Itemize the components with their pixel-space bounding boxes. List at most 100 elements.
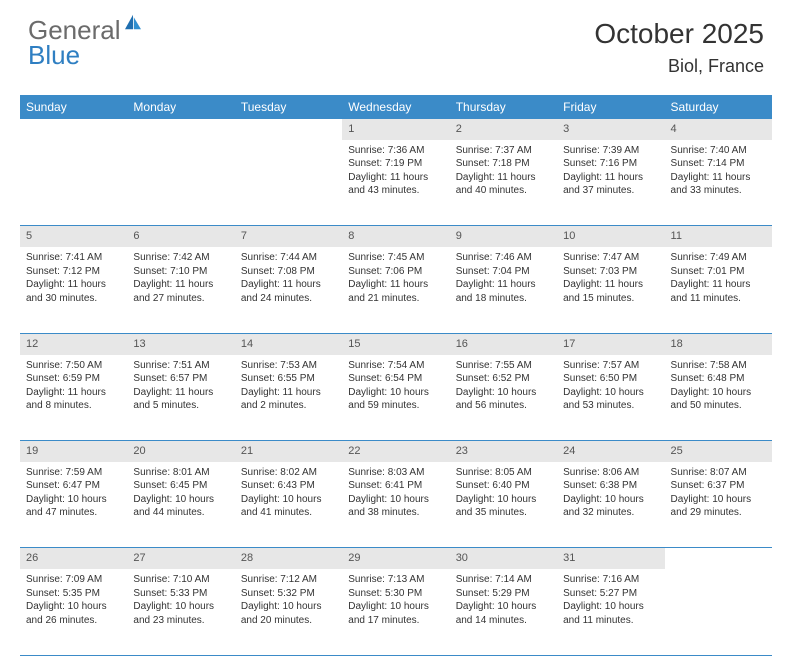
location: Biol, France xyxy=(594,56,764,77)
daylight-text-1: Daylight: 10 hours xyxy=(241,493,336,507)
sunrise-text: Sunrise: 7:54 AM xyxy=(348,359,443,373)
daylight-text-1: Daylight: 11 hours xyxy=(456,278,551,292)
sunset-text: Sunset: 7:06 PM xyxy=(348,265,443,279)
day-number-cell: 3 xyxy=(557,119,664,140)
sunset-text: Sunset: 5:33 PM xyxy=(133,587,228,601)
sunset-text: Sunset: 6:59 PM xyxy=(26,372,121,386)
daylight-text-2: and 11 minutes. xyxy=(671,292,766,306)
daylight-text-2: and 38 minutes. xyxy=(348,506,443,520)
daylight-text-2: and 24 minutes. xyxy=(241,292,336,306)
daylight-text-2: and 17 minutes. xyxy=(348,614,443,628)
sunrise-text: Sunrise: 7:57 AM xyxy=(563,359,658,373)
sunrise-text: Sunrise: 8:03 AM xyxy=(348,466,443,480)
day-number-cell: 31 xyxy=(557,548,664,569)
day-detail-cell: Sunrise: 8:02 AMSunset: 6:43 PMDaylight:… xyxy=(235,462,342,548)
sunrise-text: Sunrise: 7:09 AM xyxy=(26,573,121,587)
daylight-text-2: and 8 minutes. xyxy=(26,399,121,413)
day-detail-cell: Sunrise: 7:41 AMSunset: 7:12 PMDaylight:… xyxy=(20,247,127,333)
daylight-text-1: Daylight: 10 hours xyxy=(563,493,658,507)
sunset-text: Sunset: 6:47 PM xyxy=(26,479,121,493)
sunrise-text: Sunrise: 7:49 AM xyxy=(671,251,766,265)
sunrise-text: Sunrise: 7:16 AM xyxy=(563,573,658,587)
sunrise-text: Sunrise: 7:53 AM xyxy=(241,359,336,373)
day-detail-cell: Sunrise: 7:49 AMSunset: 7:01 PMDaylight:… xyxy=(665,247,772,333)
daylight-text-1: Daylight: 10 hours xyxy=(26,493,121,507)
day-number-row: 19202122232425 xyxy=(20,441,772,462)
sunrise-text: Sunrise: 7:37 AM xyxy=(456,144,551,158)
sunset-text: Sunset: 7:03 PM xyxy=(563,265,658,279)
day-number-cell: 18 xyxy=(665,333,772,354)
day-number-row: 12131415161718 xyxy=(20,333,772,354)
calendar-body: 1234Sunrise: 7:36 AMSunset: 7:19 PMDayli… xyxy=(20,119,772,655)
weekday-header: Tuesday xyxy=(235,95,342,119)
daylight-text-2: and 35 minutes. xyxy=(456,506,551,520)
daylight-text-1: Daylight: 10 hours xyxy=(348,386,443,400)
day-detail-cell: Sunrise: 7:37 AMSunset: 7:18 PMDaylight:… xyxy=(450,140,557,226)
weekday-header: Friday xyxy=(557,95,664,119)
sunrise-text: Sunrise: 7:13 AM xyxy=(348,573,443,587)
sunset-text: Sunset: 5:32 PM xyxy=(241,587,336,601)
sunset-text: Sunset: 7:19 PM xyxy=(348,157,443,171)
daylight-text-2: and 47 minutes. xyxy=(26,506,121,520)
day-number-cell: 19 xyxy=(20,441,127,462)
weekday-header: Monday xyxy=(127,95,234,119)
calendar-table: SundayMondayTuesdayWednesdayThursdayFrid… xyxy=(20,95,772,656)
sunset-text: Sunset: 7:04 PM xyxy=(456,265,551,279)
sunset-text: Sunset: 6:48 PM xyxy=(671,372,766,386)
day-detail-cell: Sunrise: 7:55 AMSunset: 6:52 PMDaylight:… xyxy=(450,355,557,441)
day-number-cell: 9 xyxy=(450,226,557,247)
sunset-text: Sunset: 5:35 PM xyxy=(26,587,121,601)
day-detail-row: Sunrise: 7:59 AMSunset: 6:47 PMDaylight:… xyxy=(20,462,772,548)
day-detail-cell: Sunrise: 7:45 AMSunset: 7:06 PMDaylight:… xyxy=(342,247,449,333)
day-detail-cell xyxy=(665,569,772,655)
sunrise-text: Sunrise: 7:39 AM xyxy=(563,144,658,158)
weekday-header: Sunday xyxy=(20,95,127,119)
day-detail-row: Sunrise: 7:09 AMSunset: 5:35 PMDaylight:… xyxy=(20,569,772,655)
day-number-cell: 21 xyxy=(235,441,342,462)
daylight-text-2: and 41 minutes. xyxy=(241,506,336,520)
day-detail-row: Sunrise: 7:36 AMSunset: 7:19 PMDaylight:… xyxy=(20,140,772,226)
weekday-header: Saturday xyxy=(665,95,772,119)
sunset-text: Sunset: 6:43 PM xyxy=(241,479,336,493)
sunrise-text: Sunrise: 8:02 AM xyxy=(241,466,336,480)
day-number-cell: 15 xyxy=(342,333,449,354)
weekday-header: Thursday xyxy=(450,95,557,119)
day-detail-cell: Sunrise: 7:51 AMSunset: 6:57 PMDaylight:… xyxy=(127,355,234,441)
day-number-cell xyxy=(235,119,342,140)
day-detail-cell: Sunrise: 7:16 AMSunset: 5:27 PMDaylight:… xyxy=(557,569,664,655)
daylight-text-2: and 29 minutes. xyxy=(671,506,766,520)
day-number-row: 1234 xyxy=(20,119,772,140)
daylight-text-1: Daylight: 11 hours xyxy=(671,278,766,292)
daylight-text-2: and 14 minutes. xyxy=(456,614,551,628)
day-number-cell: 24 xyxy=(557,441,664,462)
daylight-text-1: Daylight: 10 hours xyxy=(563,386,658,400)
day-detail-cell: Sunrise: 8:06 AMSunset: 6:38 PMDaylight:… xyxy=(557,462,664,548)
day-number-cell: 16 xyxy=(450,333,557,354)
daylight-text-1: Daylight: 10 hours xyxy=(671,386,766,400)
day-detail-cell: Sunrise: 7:14 AMSunset: 5:29 PMDaylight:… xyxy=(450,569,557,655)
day-number-cell: 29 xyxy=(342,548,449,569)
daylight-text-1: Daylight: 11 hours xyxy=(241,278,336,292)
day-detail-cell xyxy=(127,140,234,226)
sunset-text: Sunset: 5:29 PM xyxy=(456,587,551,601)
weekday-header: Wednesday xyxy=(342,95,449,119)
day-detail-cell: Sunrise: 7:47 AMSunset: 7:03 PMDaylight:… xyxy=(557,247,664,333)
sunrise-text: Sunrise: 7:45 AM xyxy=(348,251,443,265)
day-detail-cell: Sunrise: 8:03 AMSunset: 6:41 PMDaylight:… xyxy=(342,462,449,548)
sunset-text: Sunset: 6:50 PM xyxy=(563,372,658,386)
sunset-text: Sunset: 6:41 PM xyxy=(348,479,443,493)
day-detail-cell: Sunrise: 7:09 AMSunset: 5:35 PMDaylight:… xyxy=(20,569,127,655)
day-number-cell: 2 xyxy=(450,119,557,140)
sunrise-text: Sunrise: 7:47 AM xyxy=(563,251,658,265)
sunset-text: Sunset: 7:16 PM xyxy=(563,157,658,171)
day-detail-cell: Sunrise: 7:46 AMSunset: 7:04 PMDaylight:… xyxy=(450,247,557,333)
sunrise-text: Sunrise: 7:40 AM xyxy=(671,144,766,158)
daylight-text-2: and 44 minutes. xyxy=(133,506,228,520)
sunset-text: Sunset: 7:08 PM xyxy=(241,265,336,279)
sunset-text: Sunset: 7:12 PM xyxy=(26,265,121,279)
day-number-cell: 4 xyxy=(665,119,772,140)
daylight-text-2: and 43 minutes. xyxy=(348,184,443,198)
day-detail-cell: Sunrise: 7:50 AMSunset: 6:59 PMDaylight:… xyxy=(20,355,127,441)
daylight-text-1: Daylight: 11 hours xyxy=(456,171,551,185)
day-detail-cell xyxy=(235,140,342,226)
